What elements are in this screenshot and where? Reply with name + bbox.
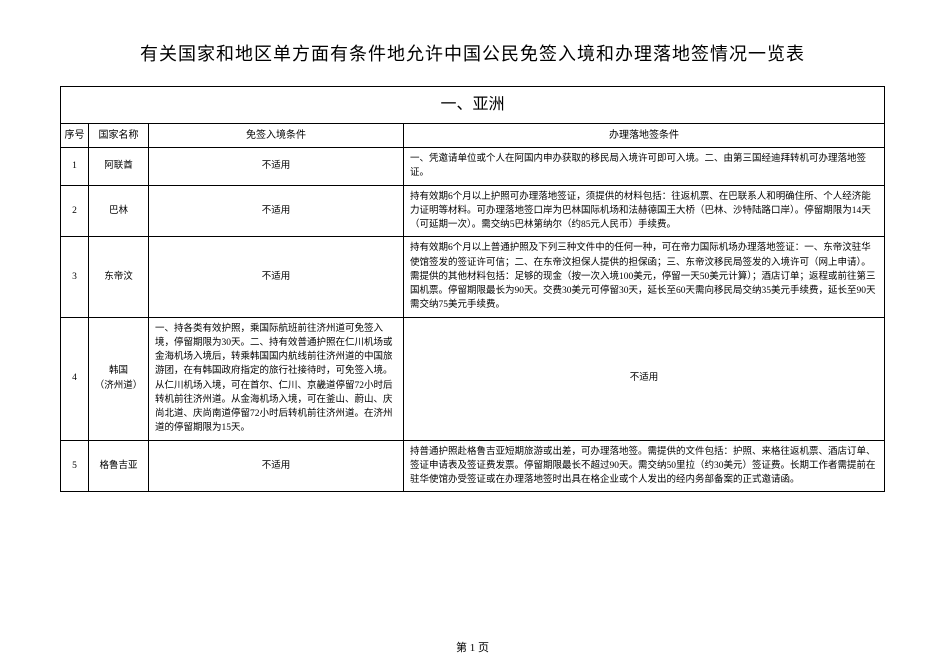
table-row: 1 阿联酋 不适用 一、凭邀请单位或个人在阿国内申办获取的移民局入境许可即可入境… (61, 148, 885, 186)
cell-landing: 持有效期6个月以上护照可办理落地签证，须提供的材料包括：往返机票、在巴联系人和明… (404, 185, 885, 237)
cell-visa-free: 不适用 (149, 148, 404, 186)
visa-table: 一、亚洲 序号 国家名称 免签入境条件 办理落地签条件 1 阿联酋 不适用 一、… (60, 86, 885, 492)
cell-country: 韩国 （济州道） (89, 317, 149, 440)
cell-visa-free: 不适用 (149, 440, 404, 492)
table-row: 2 巴林 不适用 持有效期6个月以上护照可办理落地签证，须提供的材料包括：往返机… (61, 185, 885, 237)
section-row: 一、亚洲 (61, 87, 885, 124)
cell-visa-free: 不适用 (149, 237, 404, 317)
cell-landing: 一、凭邀请单位或个人在阿国内申办获取的移民局入境许可即可入境。二、由第三国经迪拜… (404, 148, 885, 186)
cell-index: 4 (61, 317, 89, 440)
cell-country: 阿联酋 (89, 148, 149, 186)
page-title: 有关国家和地区单方面有条件地允许中国公民免签入境和办理落地签情况一览表 (60, 40, 885, 66)
col-header-visa-free: 免签入境条件 (149, 124, 404, 148)
cell-visa-free: 不适用 (149, 185, 404, 237)
cell-country: 东帝汶 (89, 237, 149, 317)
cell-landing: 持普通护照赴格鲁吉亚短期旅游或出差，可办理落地签。需提供的文件包括：护照、来格往… (404, 440, 885, 492)
col-header-country: 国家名称 (89, 124, 149, 148)
page-footer: 第 1 页 (0, 639, 945, 655)
cell-landing: 持有效期6个月以上普通护照及下列三种文件中的任何一种，可在帝力国际机场办理落地签… (404, 237, 885, 317)
section-title: 一、亚洲 (61, 87, 885, 124)
col-header-index: 序号 (61, 124, 89, 148)
col-header-landing: 办理落地签条件 (404, 124, 885, 148)
header-row: 序号 国家名称 免签入境条件 办理落地签条件 (61, 124, 885, 148)
cell-country: 格鲁吉亚 (89, 440, 149, 492)
cell-index: 1 (61, 148, 89, 186)
document-page: 有关国家和地区单方面有条件地允许中国公民免签入境和办理落地签情况一览表 一、亚洲… (0, 0, 945, 669)
cell-index: 5 (61, 440, 89, 492)
cell-index: 3 (61, 237, 89, 317)
cell-index: 2 (61, 185, 89, 237)
cell-visa-free: 一、持各类有效护照，乘国际航班前往济州道可免签入境，停留期限为30天。二、持有效… (149, 317, 404, 440)
table-row: 4 韩国 （济州道） 一、持各类有效护照，乘国际航班前往济州道可免签入境，停留期… (61, 317, 885, 440)
cell-country: 巴林 (89, 185, 149, 237)
cell-landing: 不适用 (404, 317, 885, 440)
table-row: 3 东帝汶 不适用 持有效期6个月以上普通护照及下列三种文件中的任何一种，可在帝… (61, 237, 885, 317)
table-row: 5 格鲁吉亚 不适用 持普通护照赴格鲁吉亚短期旅游或出差，可办理落地签。需提供的… (61, 440, 885, 492)
